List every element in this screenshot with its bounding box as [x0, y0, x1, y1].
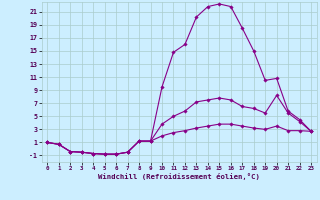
X-axis label: Windchill (Refroidissement éolien,°C): Windchill (Refroidissement éolien,°C): [98, 173, 260, 180]
